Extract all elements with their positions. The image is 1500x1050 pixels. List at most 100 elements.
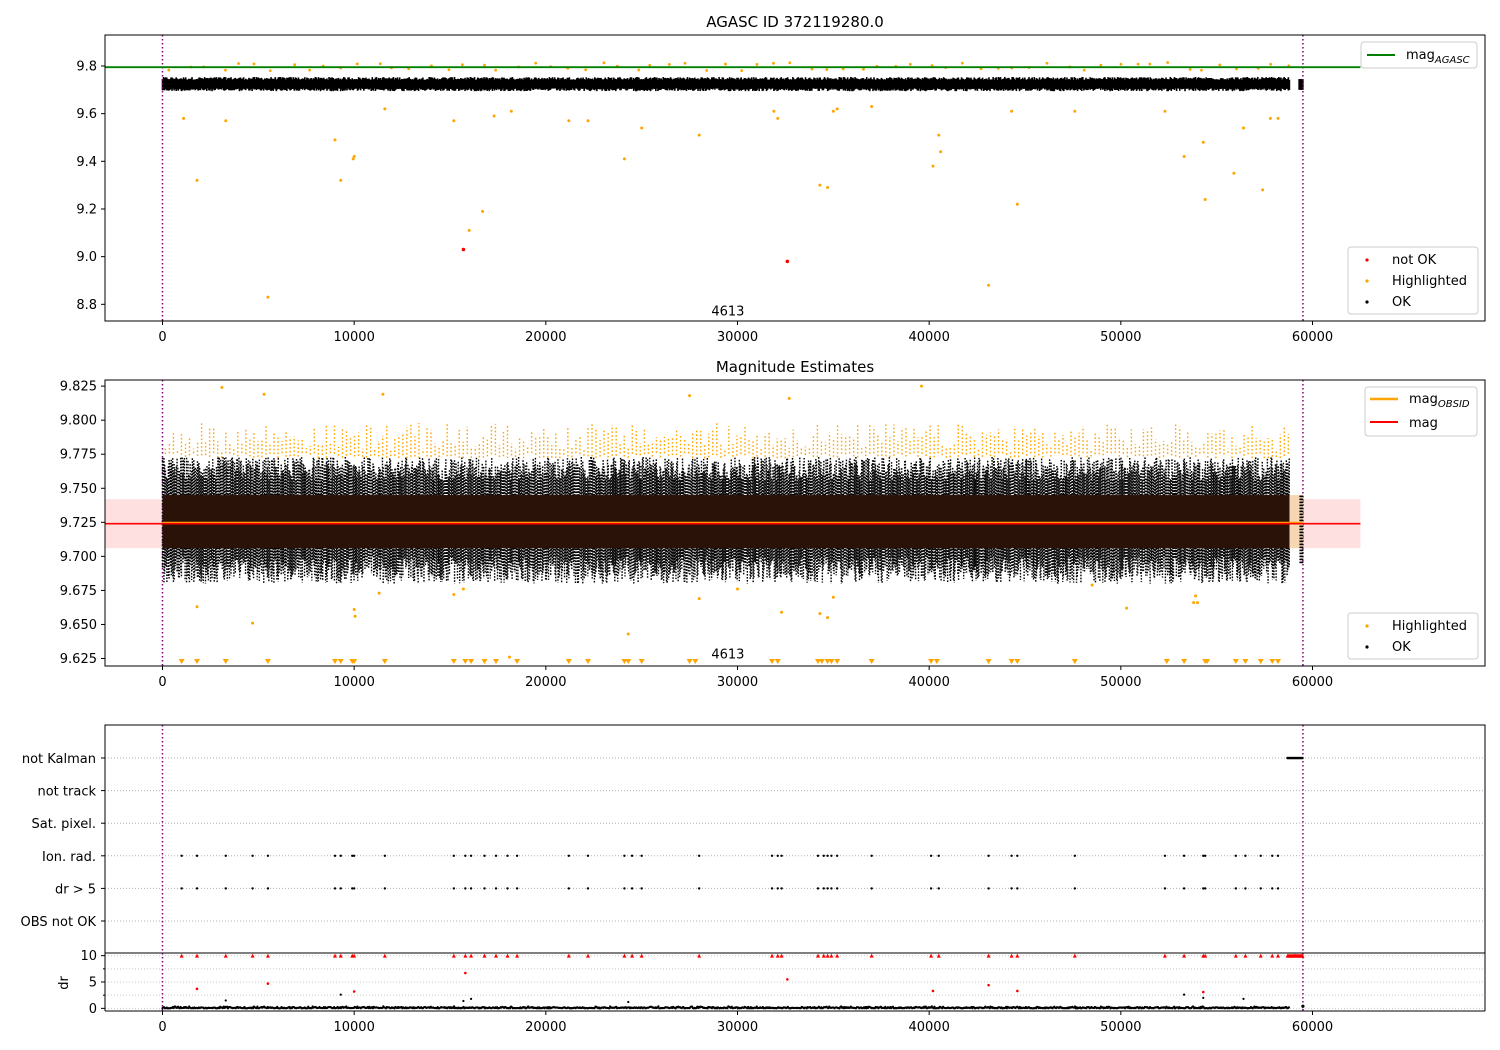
highlighted-lower-marker [815, 659, 821, 664]
panel1-axes: 0 10000 20000 30000 40000 50000 60000 8.8 9.0 9.2… [76, 59, 1333, 345]
dr-ok-point [726, 1007, 729, 1010]
highlighted-point [1276, 116, 1280, 120]
panel2-xtick-label: 60000 [1292, 675, 1333, 690]
highlighted-point [224, 119, 228, 123]
dr-gt-5-event [339, 887, 342, 890]
highlighted-point [772, 61, 775, 65]
legend-box [1360, 41, 1478, 69]
panel3-plot [105, 725, 1485, 953]
dr-gt-5-event [870, 887, 873, 890]
ion-rad-event [452, 854, 456, 857]
highlighted-point [979, 67, 983, 71]
panel2-lower-markers [178, 659, 1281, 664]
dr-ok-point [657, 1005, 660, 1008]
highlighted-point [835, 107, 839, 111]
highlighted-lower-marker [493, 659, 499, 664]
ion-rad-event [494, 854, 498, 857]
highlighted-point [1194, 594, 1198, 598]
highlighted-point [667, 63, 671, 66]
highlighted-lower-marker [481, 659, 488, 664]
highlighted-point [648, 63, 652, 67]
dr-gt-5-event [1271, 887, 1274, 890]
dr-gt-5-event [224, 887, 227, 890]
legend-label-ok: OK [1392, 640, 1411, 655]
highlighted-lower-marker [468, 659, 475, 664]
dr-capped-marker [586, 953, 590, 958]
highlighted-point [810, 67, 814, 71]
panel2-ytick-label: 9.775 [60, 448, 97, 463]
dr-ok-point [452, 1005, 456, 1008]
ion-rad-event [483, 854, 486, 857]
dr-capped-marker [451, 953, 456, 958]
dr-capped-marker [223, 953, 228, 958]
panel2-plot [105, 380, 1361, 666]
dr-gt-5-event [351, 887, 354, 890]
highlighted-point [826, 616, 830, 620]
highlighted-point [452, 119, 456, 123]
panel4-axes: 0 10000 20000 30000 40000 50000 60000 0 5 10 [80, 949, 1333, 1035]
panel4-xtick-label: 10000 [333, 1020, 374, 1035]
dr-ytick-label: 0 [89, 1002, 97, 1017]
panel2-ytick-label: 9.700 [60, 550, 97, 565]
dr-capped-marker [333, 953, 337, 958]
legend-subscript-agasc: AGASC [1434, 55, 1470, 66]
ion-rad-event [1073, 854, 1077, 857]
ion-rad-event [469, 854, 473, 857]
dr-capped-marker [869, 953, 874, 958]
dr-capped-marker [1015, 953, 1020, 958]
panel2-xtick-label: 20000 [525, 675, 566, 690]
panel2-legend-top: magOBSID mag [1364, 386, 1478, 437]
dr-gridlines [105, 955, 1485, 1009]
highlighted-point [908, 62, 912, 66]
highlighted-point [870, 105, 874, 108]
panel-magnitude-estimates: Magnitude Estimates 0 10000 20000 30000 4000… [60, 358, 1486, 690]
highlighted-lower-marker [462, 659, 469, 664]
dr-gt-5-event [1234, 887, 1238, 890]
highlighted-lower-marker [222, 659, 229, 664]
highlighted-point [494, 68, 498, 72]
highlighted-point [182, 116, 186, 120]
flag-label: not track [37, 785, 96, 800]
dr-gt-5-event [494, 887, 498, 890]
dr-ok-point [1192, 1005, 1195, 1008]
legend-marker-ok [1365, 300, 1369, 304]
highlighted-point [780, 610, 784, 614]
highlighted-lower-marker [1204, 659, 1211, 664]
highlighted-point [266, 295, 270, 299]
highlighted-point [461, 587, 465, 591]
panel1-xtick-label: 30000 [717, 330, 758, 345]
dr-gt-5-event [1202, 887, 1205, 890]
ion-rad-event [351, 854, 354, 857]
panel2-ytick-label: 9.650 [60, 618, 97, 633]
panel1-ytick-label: 9.0 [76, 250, 97, 265]
highlighted-point [220, 385, 224, 389]
highlighted-point [377, 591, 381, 595]
highlighted-point [195, 605, 199, 609]
panel2-title: Magnitude Estimates [716, 358, 874, 376]
highlighted-point [1045, 61, 1049, 65]
highlighted-lower-marker [625, 659, 632, 664]
highlighted-point [1268, 116, 1272, 120]
dr-gt-5-event [929, 887, 933, 890]
highlighted-point [987, 283, 991, 287]
highlighted-lower-marker [1269, 659, 1276, 664]
dr-gt-5-event [770, 887, 774, 890]
ion-rad-event [586, 854, 590, 857]
legend-label-not-ok: not OK [1392, 253, 1437, 268]
panel1-xtick-label: 50000 [1100, 330, 1141, 345]
dr-capped-marker [179, 953, 184, 958]
dr-ok-point [608, 1007, 611, 1010]
highlighted-lower-marker [818, 659, 825, 664]
highlighted-point [1099, 63, 1103, 67]
highlighted-lower-marker [638, 659, 645, 664]
dr-capped-marker [1072, 953, 1077, 958]
dr-capped-marker [986, 953, 991, 958]
dr-points [161, 953, 1305, 1010]
highlighted-lower-marker [868, 659, 875, 664]
highlighted-point [1090, 583, 1094, 587]
dr-capped-marker [829, 953, 834, 958]
highlighted-point [262, 392, 266, 396]
highlighted-lower-marker [450, 659, 457, 664]
ion-rad-event [224, 854, 227, 857]
dr-ok-point [462, 999, 465, 1003]
